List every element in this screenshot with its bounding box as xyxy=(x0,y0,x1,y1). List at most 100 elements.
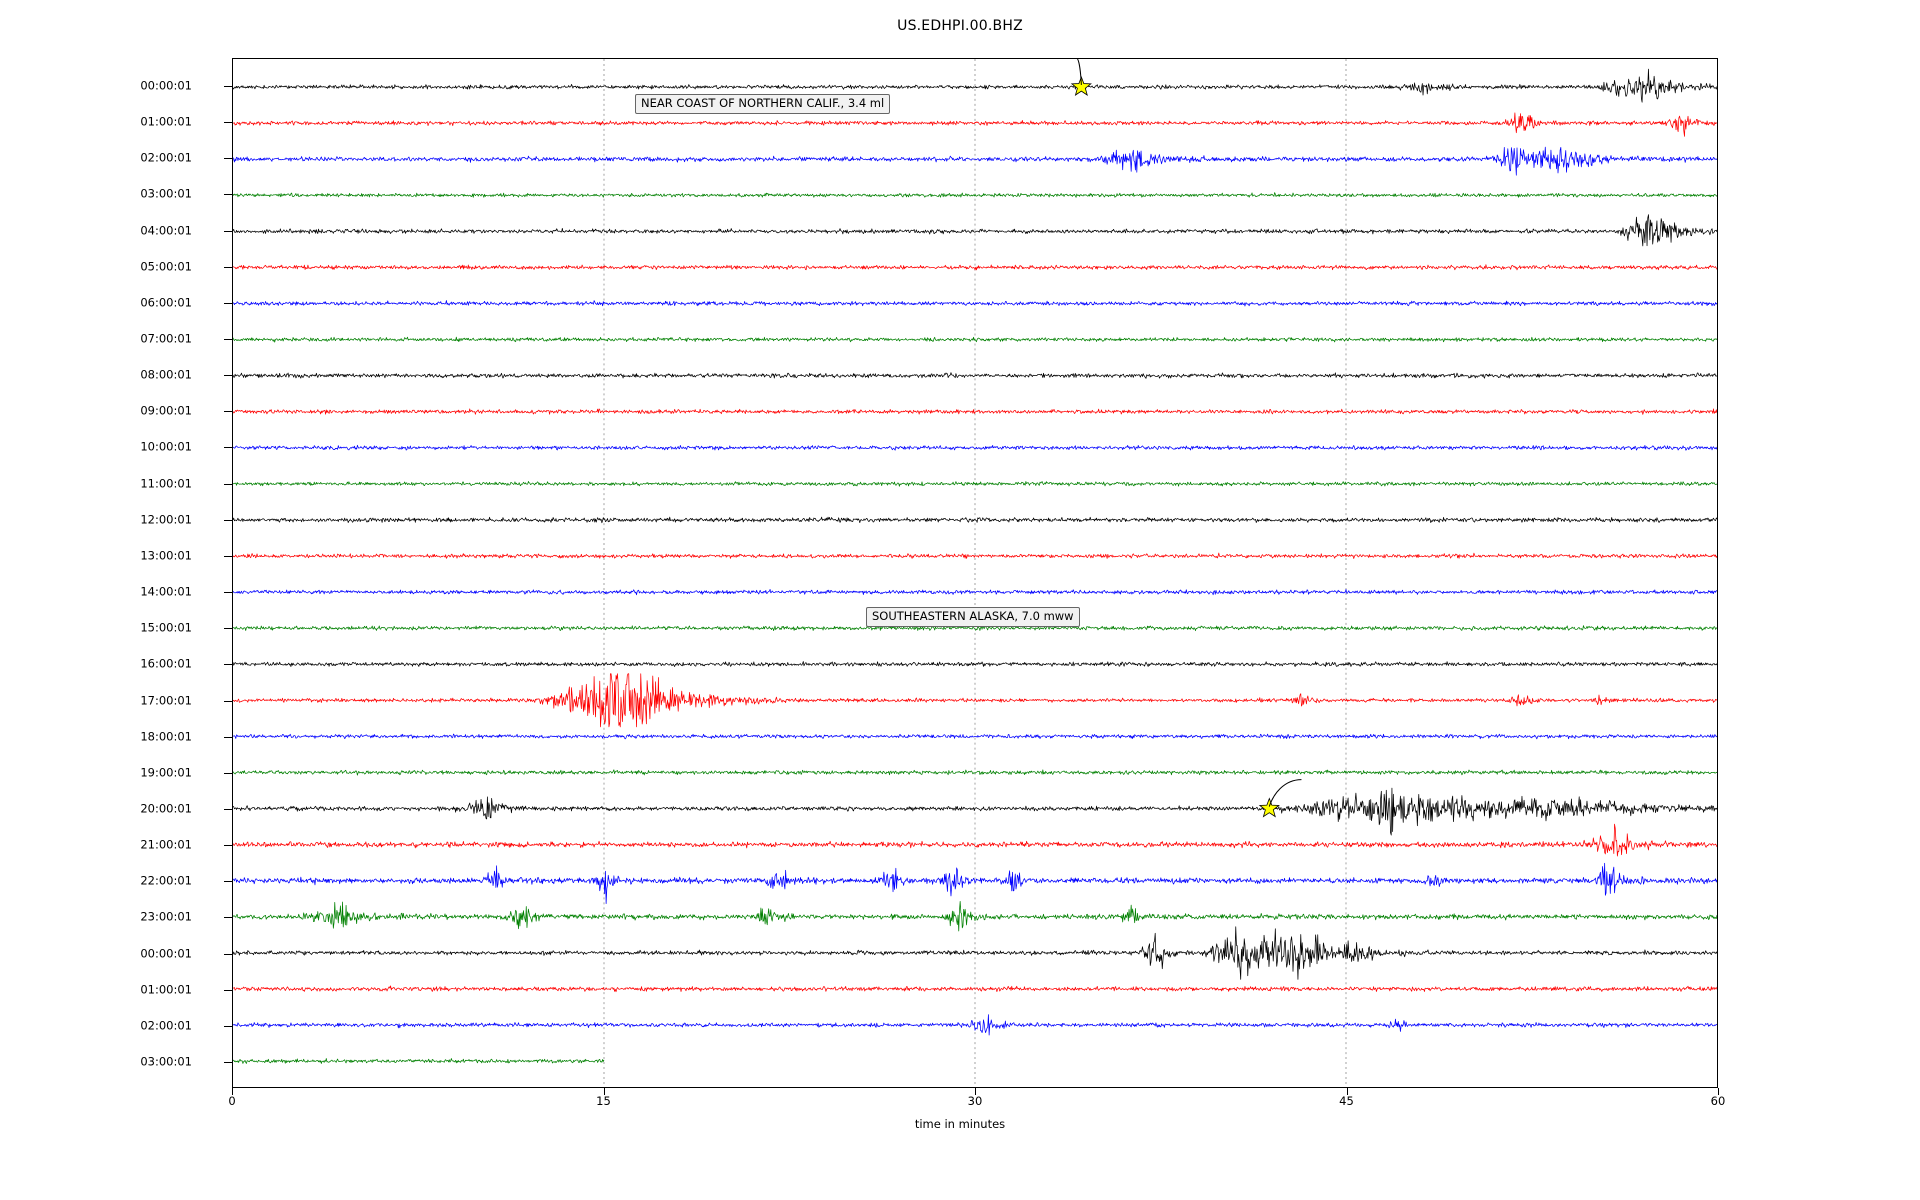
y-axis-tick-label: 03:00:01 xyxy=(140,186,192,201)
y-axis-tick-label: 10:00:01 xyxy=(140,439,192,454)
x-axis-label: time in minutes xyxy=(914,1117,1006,1131)
seismogram-trace xyxy=(233,68,1717,103)
y-axis-tick-mark xyxy=(224,158,232,160)
seismogram-trace xyxy=(233,1014,1717,1036)
y-axis-tick-mark xyxy=(224,736,232,738)
x-axis-tick-mark xyxy=(1346,1088,1348,1095)
y-axis-tick-label: 23:00:01 xyxy=(140,909,192,924)
seismogram-trace xyxy=(233,901,1717,932)
y-axis-tick-mark xyxy=(224,122,232,124)
y-axis-tick-mark xyxy=(224,845,232,847)
y-axis-tick-mark xyxy=(224,881,232,883)
y-axis-tick-mark xyxy=(224,700,232,702)
y-axis-tick-mark xyxy=(224,555,232,557)
y-axis-tick-label: 08:00:01 xyxy=(140,367,192,382)
y-axis-tick-label: 12:00:01 xyxy=(140,512,192,527)
seismogram-canvas xyxy=(233,59,1717,1087)
x-axis-tick-mark xyxy=(975,1088,976,1095)
y-axis-tick-label: 17:00:01 xyxy=(140,692,192,707)
y-axis-tick-mark xyxy=(224,772,232,774)
y-axis-tick-label: 13:00:01 xyxy=(140,548,192,563)
x-axis-tick-label: 45 xyxy=(1339,1094,1354,1108)
page-title: US.EDHPI.00.BHZ xyxy=(897,18,1023,34)
seismogram-trace xyxy=(233,985,1717,993)
seismogram-trace xyxy=(233,625,1717,632)
y-axis-tick-mark xyxy=(224,592,232,594)
seismogram-trace xyxy=(233,661,1717,667)
seismogram-trace xyxy=(233,787,1717,836)
y-axis-tick-label: 16:00:01 xyxy=(140,656,192,671)
event-annotation-label: SOUTHEASTERN ALASKA, 7.0 mww xyxy=(866,607,1080,627)
y-axis-tick-mark xyxy=(224,339,232,341)
y-axis-tick-mark xyxy=(224,194,232,196)
seismogram-trace xyxy=(233,673,1717,728)
y-axis-tick-mark xyxy=(224,953,232,955)
y-axis-tick-label: 18:00:01 xyxy=(140,728,192,743)
x-axis-tick-label: 60 xyxy=(1710,1094,1726,1108)
x-axis-tick-mark xyxy=(232,1088,233,1095)
seismogram-trace xyxy=(233,769,1717,776)
y-axis-tick-label: 07:00:01 xyxy=(140,331,192,346)
seismogram-trace xyxy=(233,300,1717,307)
y-axis-tick-mark xyxy=(224,917,232,919)
seismogram-trace xyxy=(233,112,1717,137)
y-axis-tick-label: 06:00:01 xyxy=(140,295,192,310)
y-axis-tick-label: 20:00:01 xyxy=(140,801,192,816)
y-axis-tick-label: 00:00:01 xyxy=(140,945,192,960)
y-axis-tick-label: 19:00:01 xyxy=(140,765,192,780)
y-axis-tick-mark xyxy=(224,483,232,485)
y-axis-tick-mark xyxy=(224,664,232,666)
seismogram-trace xyxy=(233,1058,605,1064)
y-axis-tick-label: 09:00:01 xyxy=(140,403,192,418)
seismogram-trace xyxy=(233,733,1717,740)
seismogram-trace xyxy=(233,516,1717,524)
y-axis-tick-label: 02:00:01 xyxy=(140,1018,192,1033)
y-axis-tick-mark xyxy=(224,808,232,810)
seismogram-trace xyxy=(233,336,1717,343)
annotation-leader-line xyxy=(1076,59,1082,85)
y-axis-tick-label: 14:00:01 xyxy=(140,584,192,599)
event-marker-star-icon xyxy=(1258,797,1280,818)
x-axis-tick-mark xyxy=(603,1088,605,1095)
event-marker-star-icon xyxy=(1070,75,1092,96)
y-axis-tick-mark xyxy=(224,375,232,377)
seismogram-trace xyxy=(233,372,1717,379)
y-axis-tick-mark xyxy=(224,989,232,991)
y-axis-tick-mark xyxy=(224,86,232,87)
x-axis-tick-label: 30 xyxy=(967,1094,983,1108)
x-axis-tick-mark xyxy=(1718,1088,1719,1095)
y-axis-tick-mark xyxy=(224,411,232,413)
plot-area xyxy=(232,58,1718,1088)
seismogram-trace xyxy=(233,823,1717,857)
y-axis-tick-label: 15:00:01 xyxy=(140,620,192,635)
seismogram-trace xyxy=(233,552,1717,559)
seismogram-trace xyxy=(233,862,1717,905)
seismogram-trace xyxy=(233,481,1717,487)
seismogram-trace xyxy=(233,444,1717,451)
y-axis-tick-label: 02:00:01 xyxy=(140,150,192,165)
y-axis-tick-label: 05:00:01 xyxy=(140,258,192,273)
y-axis-tick-label: 00:00:01 xyxy=(140,78,192,93)
y-axis-tick-mark xyxy=(224,628,232,630)
x-axis-tick-label: 15 xyxy=(596,1094,611,1108)
y-axis-tick-mark xyxy=(224,447,232,449)
x-axis-tick-label: 0 xyxy=(228,1094,236,1108)
y-axis-tick-label: 22:00:01 xyxy=(140,873,192,888)
seismogram-trace xyxy=(233,214,1717,247)
y-axis-tick-label: 21:00:01 xyxy=(140,837,192,852)
seismogram-trace xyxy=(233,588,1717,596)
y-axis-tick-mark xyxy=(224,230,232,232)
y-axis-tick-mark xyxy=(224,266,232,268)
annotation-leader-line xyxy=(1268,779,1302,807)
event-annotation-label: NEAR COAST OF NORTHERN CALIF., 3.4 ml xyxy=(635,94,891,114)
seismogram-trace xyxy=(233,926,1717,980)
y-axis-tick-label: 04:00:01 xyxy=(140,222,192,237)
y-axis-tick-label: 01:00:01 xyxy=(140,981,192,996)
seismogram-trace xyxy=(233,408,1717,415)
y-axis-tick-mark xyxy=(224,519,232,521)
y-axis-tick-mark xyxy=(224,302,232,304)
seismogram-trace xyxy=(233,146,1717,176)
seismogram-trace xyxy=(233,192,1717,198)
seismogram-trace xyxy=(233,264,1717,271)
